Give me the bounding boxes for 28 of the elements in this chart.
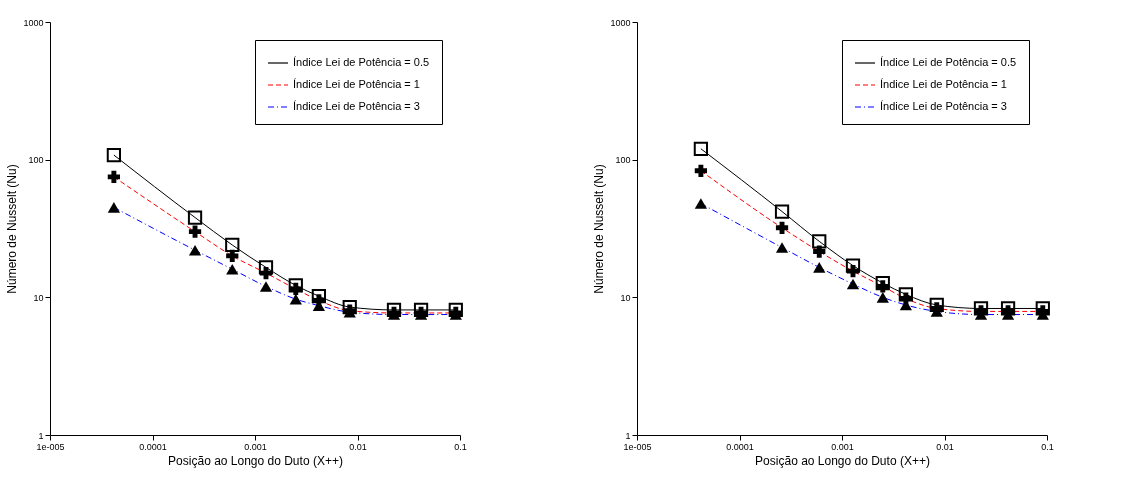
x-tick-label: 1e-005 (36, 441, 65, 452)
x-axis-title: Posição ao Longo do Duto (X++) (755, 453, 930, 468)
x-tick-label: 0.0001 (139, 441, 167, 452)
y-tick-label: 1 (38, 430, 44, 441)
x-tick-label: 0.1 (1041, 441, 1054, 452)
y-axis-title: Número de Nusselt (Nu) (5, 164, 20, 294)
legend-label: Índice Lei de Potência = 0.5 (293, 56, 430, 68)
legend-label: Índice Lei de Potência = 1 (293, 78, 420, 90)
x-axis-title: Posição ao Longo do Duto (X++) (168, 453, 343, 468)
y-tick-label: 10 (33, 292, 44, 303)
y-axis-title: Número de Nusselt (Nu) (592, 164, 607, 294)
x-tick-label: 0.001 (244, 441, 267, 452)
x-tick-label: 0.1 (454, 441, 467, 452)
y-tick-label: 1000 (23, 17, 44, 28)
x-tick-label: 0.01 (936, 441, 954, 452)
legend-label: Índice Lei de Potência = 0.5 (880, 56, 1017, 68)
legend-label: Índice Lei de Potência = 3 (880, 100, 1007, 112)
x-tick-label: 1e-005 (623, 441, 652, 452)
y-tick-label: 100 (28, 155, 44, 166)
y-tick-label: 1000 (610, 17, 631, 28)
x-tick-label: 0.001 (831, 441, 854, 452)
x-tick-label: 0.0001 (726, 441, 754, 452)
y-tick-label: 1 (625, 430, 631, 441)
y-tick-label: 100 (615, 155, 631, 166)
y-tick-label: 10 (620, 292, 631, 303)
x-tick-label: 0.01 (349, 441, 367, 452)
legend-label: Índice Lei de Potência = 3 (293, 100, 420, 112)
legend-label: Índice Lei de Potência = 1 (880, 78, 1007, 90)
